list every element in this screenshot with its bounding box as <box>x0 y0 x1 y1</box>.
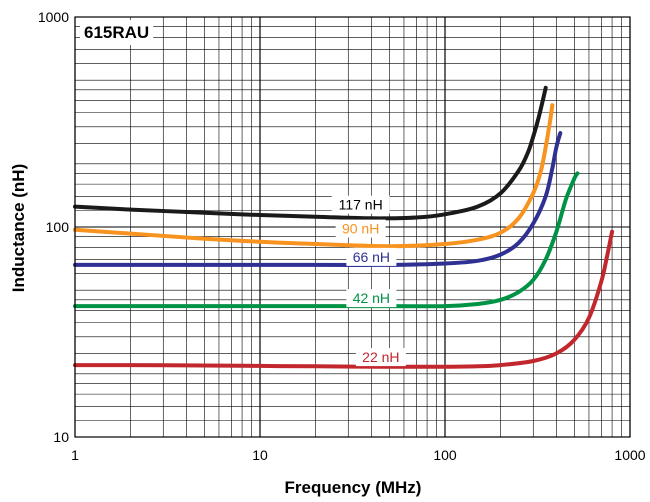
series-label-1: 90 nH <box>342 221 379 237</box>
x-tick-label: 1000 <box>614 447 645 463</box>
part-label: 615RAU <box>84 23 149 42</box>
series-label-bg-3 <box>346 289 397 308</box>
series-label-2: 66 nH <box>353 249 390 265</box>
series-line-0 <box>73 85 548 221</box>
series-line-1 <box>73 103 555 249</box>
y-tick-label: 1000 <box>38 9 69 25</box>
x-tick-label: 100 <box>433 447 457 463</box>
series-label-3: 42 nH <box>353 290 390 306</box>
y-tick-label: 100 <box>46 219 70 235</box>
series-line-2 <box>73 131 563 267</box>
series-label-bg-2 <box>346 247 397 266</box>
x-tick-label: 10 <box>252 447 268 463</box>
x-tick-label: 1 <box>71 447 79 463</box>
series-label-0: 117 nH <box>339 197 383 213</box>
series-label-4: 22 nH <box>362 349 399 365</box>
series-layer <box>73 85 615 369</box>
plot-frame <box>74 16 631 438</box>
x-axis-title: Frequency (MHz) <box>285 478 422 497</box>
series-line-3 <box>73 171 580 309</box>
series-line-4 <box>73 229 615 369</box>
y-tick-label: 10 <box>53 429 69 445</box>
y-axis-title: Inductance (nH) <box>9 164 28 292</box>
series-label-bg-4 <box>355 348 406 367</box>
series-labels: 117 nH 90 nH 66 nH 42 nH 22 nH <box>331 195 406 367</box>
part-label-box: 615RAU <box>80 20 154 45</box>
series-label-bg-1 <box>335 219 386 238</box>
series-label-bg-0 <box>331 195 390 214</box>
